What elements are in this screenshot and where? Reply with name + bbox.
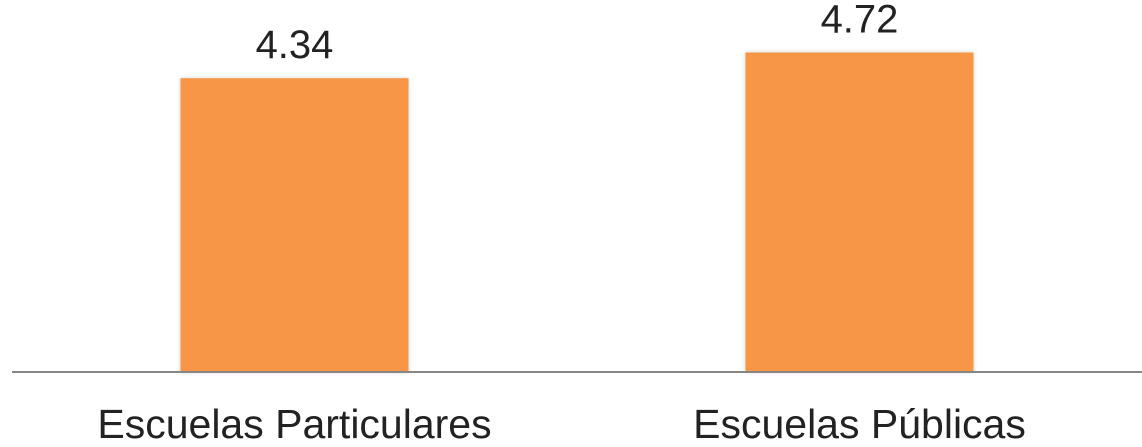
bar-1 [180,78,409,372]
data-label-2: 4.72 [821,0,899,41]
data-label-1: 4.34 [256,23,334,67]
category-label-1: Escuelas Particulares [97,401,491,447]
labels-group: 4.34 Escuelas Particulares 4.72 Escuelas Pú… [97,0,1025,447]
category-label-2: Escuelas Públicas [693,401,1026,447]
bar-2 [745,52,974,372]
bars-group [180,52,974,372]
